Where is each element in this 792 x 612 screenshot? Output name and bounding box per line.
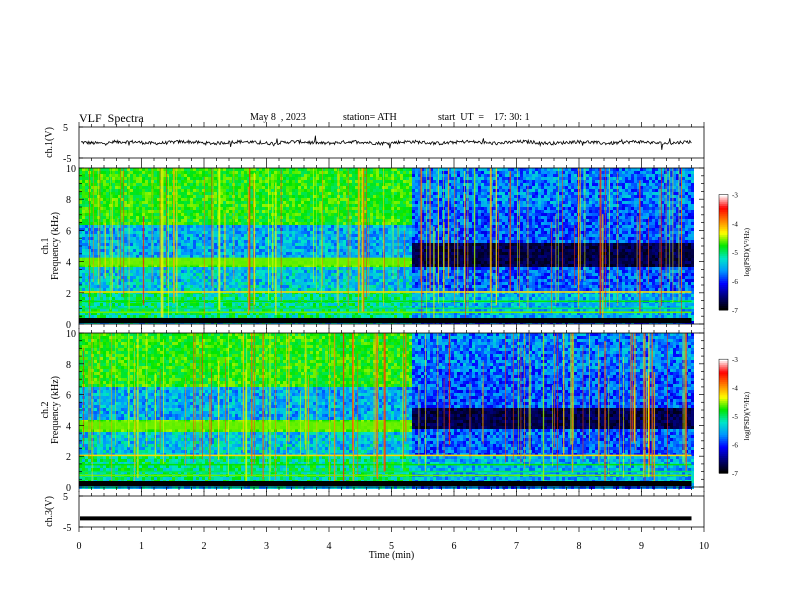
xtick-6: 6 bbox=[452, 541, 457, 552]
ch3-waveform-panel-ylabel: ch.3(V) bbox=[44, 496, 55, 527]
ch2-spectrogram-panel-band bbox=[79, 421, 411, 430]
ch1-spectrogram-panel-ytick-2: 2 bbox=[66, 289, 71, 300]
ch2-spectrogram-panel-cbar-tick-0: -3 bbox=[732, 356, 738, 364]
ch1-waveform-panel-ytick-bottom: -5 bbox=[63, 154, 71, 165]
ch1-spectrogram-panel-line-2 bbox=[79, 311, 692, 314]
xtick-10: 10 bbox=[699, 541, 709, 552]
ch3-waveform-panel-ytick-top: 5 bbox=[63, 492, 68, 503]
ch1-spectrogram-panel-cbar-tick-3: -6 bbox=[732, 278, 738, 286]
ch1-spectrogram-panel-ytick-10: 10 bbox=[66, 164, 76, 175]
ch1-spectrogram-panel-cbar-tick-1: -4 bbox=[732, 220, 738, 228]
ch1-spectrogram-panel-colorbar bbox=[718, 194, 729, 311]
ch1-spectrogram-panel-band bbox=[79, 257, 411, 266]
ch2-spectrogram-panel-cbar-tick-4: -7 bbox=[732, 470, 738, 478]
ch2-spectrogram-panel-ytick-2: 2 bbox=[66, 452, 71, 463]
ch1-spectrogram-panel-cbar-tick-0: -3 bbox=[732, 192, 738, 200]
ch1-spectrogram-panel-ylabel-top: ch.1 bbox=[40, 238, 51, 255]
ch1-spectrogram-panel-ytick-0: 0 bbox=[66, 320, 71, 331]
ch1-spectrogram-panel-cbar-tick-4: -7 bbox=[732, 307, 738, 315]
xtick-5: 5 bbox=[389, 541, 394, 552]
ch2-spectrogram-panel-colorbar bbox=[718, 358, 729, 474]
ch3-waveform-panel-frame bbox=[78, 495, 705, 528]
ch1-spectrogram-panel-ylabel: Frequency (kHz) bbox=[50, 212, 61, 280]
ch2-spectrogram-panel-ylabel-top: ch.2 bbox=[40, 402, 51, 419]
ch2-spectrogram-panel-ylabel: Frequency (kHz) bbox=[50, 376, 61, 444]
ch1-spectrogram-panel-ytick-6: 6 bbox=[66, 226, 71, 237]
ch1-spectrogram-panel-ytick-4: 4 bbox=[66, 258, 71, 269]
xtick-2: 2 bbox=[202, 541, 207, 552]
ch1-waveform-panel-ylabel: ch.1(V) bbox=[44, 127, 55, 158]
ch2-spectrogram-panel-ytick-6: 6 bbox=[66, 391, 71, 402]
xtick-0: 0 bbox=[77, 541, 82, 552]
xaxis-label: Time (min) bbox=[369, 550, 414, 561]
ch2-spectrogram-panel-ytick-8: 8 bbox=[66, 360, 71, 371]
ch2-spectrogram-panel-colorbar-label: log(PSD)(V²/Hz) bbox=[743, 391, 751, 440]
chart-title: VLF Spectra bbox=[79, 111, 144, 126]
xtick-3: 3 bbox=[264, 541, 269, 552]
ch1-spectrogram-panel-cbar-tick-2: -5 bbox=[732, 249, 738, 257]
ch1-spectrogram-panel-colorbar-label: log(PSD)(V²/Hz) bbox=[743, 227, 751, 276]
ch2-spectrogram-panel-ytick-0: 0 bbox=[66, 483, 71, 494]
ch2-spectrogram-panel-cbar-tick-3: -6 bbox=[732, 442, 738, 450]
ch1-spectrogram-panel: ch.1 Frequency (kHz) log(PSD)(V²/Hz) bbox=[40, 167, 751, 325]
ch2-spectrogram-panel-line-4 bbox=[79, 470, 692, 473]
xtick-7: 7 bbox=[514, 541, 519, 552]
date-label: May 8 , 2023 bbox=[250, 112, 306, 123]
station-label: station= ATH bbox=[343, 112, 397, 123]
ch1-waveform-panel: ch.1(V) bbox=[44, 126, 705, 159]
xtick-1: 1 bbox=[139, 541, 144, 552]
ch1-waveform-panel-trace bbox=[80, 135, 692, 150]
start-time-label: start UT = 17: 30: 1 bbox=[438, 112, 530, 123]
ch1-waveform-panel-ytick-top: 5 bbox=[63, 123, 68, 134]
ch2-spectrogram-panel: ch.2 Frequency (kHz) log(PSD)(V²/Hz) bbox=[40, 332, 751, 489]
ch3-waveform-panel: ch.3(V) bbox=[44, 495, 705, 528]
xtick-8: 8 bbox=[577, 541, 582, 552]
xtick-4: 4 bbox=[327, 541, 332, 552]
ch1-spectrogram-panel-line-4 bbox=[79, 307, 692, 310]
ch2-spectrogram-panel-line-2 bbox=[79, 474, 692, 477]
ch1-spectrogram-panel-line-0 bbox=[79, 291, 692, 293]
ch1-spectrogram-panel-line-1 bbox=[79, 300, 692, 303]
xtick-9: 9 bbox=[639, 541, 644, 552]
ch1-spectrogram-panel-floor bbox=[79, 318, 692, 323]
ch2-spectrogram-panel-ytick-10: 10 bbox=[66, 329, 76, 340]
ch2-spectrogram-panel-cbar-tick-1: -4 bbox=[732, 385, 738, 393]
ch2-spectrogram-panel-ytick-4: 4 bbox=[66, 421, 71, 432]
ch1-spectrogram-panel-ytick-8: 8 bbox=[66, 195, 71, 206]
ch2-spectrogram-panel-floor bbox=[79, 481, 692, 486]
ch2-spectrogram-panel-cbar-tick-2: -5 bbox=[732, 413, 738, 421]
ch3-waveform-panel-ytick-bottom: -5 bbox=[63, 523, 71, 534]
